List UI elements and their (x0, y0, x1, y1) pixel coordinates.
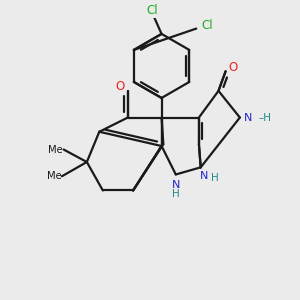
Text: H: H (211, 173, 219, 183)
Text: O: O (228, 61, 237, 74)
Text: N: N (244, 112, 252, 122)
Text: N: N (172, 180, 180, 190)
Text: –H: –H (258, 113, 271, 123)
Text: N: N (200, 171, 208, 181)
Text: Cl: Cl (201, 19, 213, 32)
Text: Me: Me (48, 145, 63, 154)
Text: Cl: Cl (146, 4, 158, 17)
Text: H: H (172, 189, 180, 199)
Text: Me: Me (46, 171, 61, 181)
Text: O: O (115, 80, 124, 93)
